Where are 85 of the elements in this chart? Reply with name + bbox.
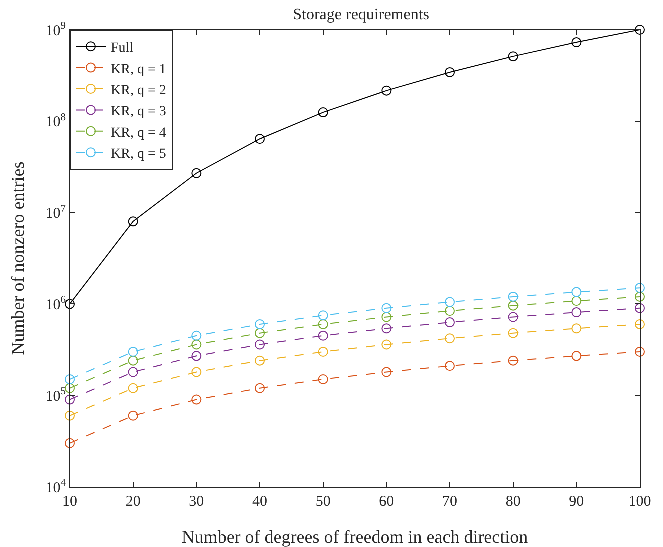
point [382,324,392,334]
legend-label: KR, q = 2 [111,83,166,98]
point [635,303,645,314]
legend-label: KR, q = 5 [111,147,166,162]
point [192,168,202,178]
point [65,299,75,310]
point [508,356,518,366]
x-axis-title: Number of degrees of freedom in each direction [182,527,528,547]
point [382,312,392,322]
point [65,410,75,421]
x-tick-label: 100 [628,494,652,510]
point [318,319,328,330]
y-tick-label: 10$^{8}$ [46,112,66,131]
point [128,216,138,227]
point [508,328,518,338]
point [445,67,455,78]
point [128,346,138,357]
point [445,306,455,316]
point [255,340,265,350]
point [445,297,455,308]
y-tick-label: 10$^{6}$ [46,295,66,314]
point [65,394,75,405]
point [445,334,455,344]
point [572,296,582,306]
point [572,351,582,362]
point [318,374,328,385]
legend-label: KR, q = 1 [111,62,166,78]
point [445,318,455,328]
x-tick-label: 40 [252,494,268,510]
point [128,356,138,366]
point [572,287,582,298]
point [65,383,75,394]
legend-label: Full [111,41,134,56]
point [318,346,328,357]
y-tick-label: 10$^{9}$ [46,20,66,40]
point [192,330,202,341]
point [572,324,582,334]
point [255,383,265,394]
x-tick-label: 50 [316,494,331,510]
x-tick-label: 90 [569,494,584,510]
y-axis-title: Number of nonzero entries [8,162,28,356]
point [192,351,202,362]
point [65,374,75,385]
legend-label: KR, q = 3 [111,104,166,120]
point [508,312,518,322]
point [128,410,138,421]
point [572,308,582,318]
x-tick-label: 10 [62,494,78,510]
point [635,346,645,357]
point [635,25,645,35]
point [382,367,392,378]
point [255,328,265,338]
point [508,52,518,62]
x-tick-label: 30 [189,494,204,510]
point [635,283,645,294]
point [318,310,328,321]
y-tick-label: 10$^{5}$ [46,386,66,405]
point [382,340,392,350]
point [318,108,328,118]
point [635,292,645,302]
point [255,134,265,144]
point [382,303,392,314]
x-tick-label: 60 [379,494,394,510]
point [572,38,582,48]
x-tick-label: 70 [442,494,458,510]
point [128,383,138,394]
y-tick-label: 10$^{4}$ [46,478,67,496]
point [508,300,518,311]
point [255,356,265,366]
point [192,367,202,378]
point [255,319,265,330]
point [192,340,202,350]
point [382,86,392,96]
point [318,330,328,341]
x-tick-label: 20 [126,494,141,510]
point [128,367,138,378]
point [192,394,202,405]
x-tick-label: 80 [506,494,521,510]
point [508,292,518,302]
legend-label: KR, q = 4 [111,126,166,141]
chart-title: Storage requirements [293,6,430,24]
point [635,319,645,330]
y-tick-label: 10$^{7}$ [46,204,66,222]
point [445,361,455,372]
point [65,438,75,448]
